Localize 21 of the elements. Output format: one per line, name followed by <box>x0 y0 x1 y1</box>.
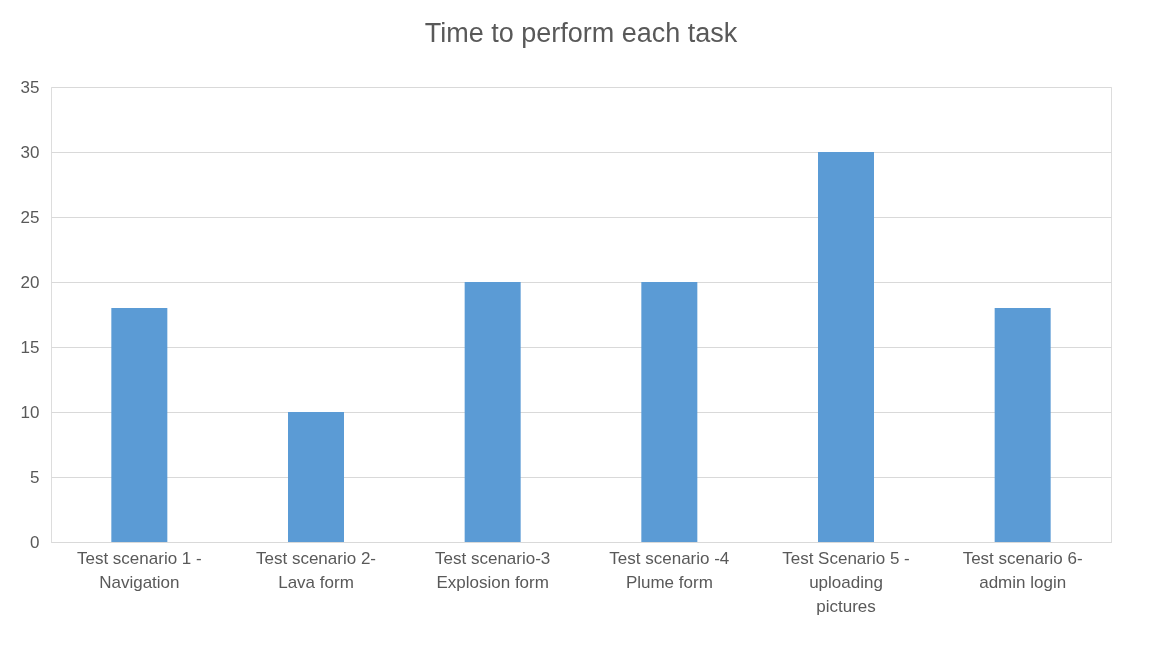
bar <box>994 308 1051 542</box>
bar <box>288 412 344 542</box>
bar <box>641 282 698 542</box>
x-tick-label: Test scenario-3 Explosion form <box>435 548 551 592</box>
y-tick-label: 5 <box>30 467 40 487</box>
y-tick-label: 30 <box>20 142 40 162</box>
y-tick-label: 10 <box>20 402 40 422</box>
y-tick-label: 35 <box>20 77 40 97</box>
bar <box>464 282 521 542</box>
y-tick-label: 20 <box>20 272 40 292</box>
y-tick-label: 0 <box>30 532 40 552</box>
bar <box>818 152 874 542</box>
x-tick-label: Test Scenario 5 - uploading pictures <box>782 548 910 616</box>
chart-title: Time to perform each task <box>424 18 738 48</box>
x-tick-label: Test scenario 2- Lava form <box>256 548 376 592</box>
y-tick-label: 25 <box>20 207 40 227</box>
x-tick-label: Test scenario 6- admin login <box>962 548 1083 592</box>
bar <box>111 308 168 542</box>
x-tick-label: Test scenario 1 - Navigation <box>76 548 202 592</box>
y-tick-label: 15 <box>20 337 40 357</box>
x-tick-label: Test scenario -4 Plume form <box>609 548 730 592</box>
